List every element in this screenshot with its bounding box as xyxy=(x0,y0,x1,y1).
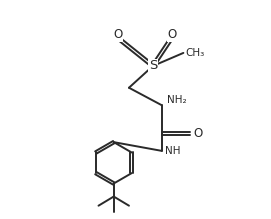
Text: O: O xyxy=(168,28,177,41)
Text: NH: NH xyxy=(165,146,180,156)
Text: S: S xyxy=(149,60,157,72)
Text: NH₂: NH₂ xyxy=(167,95,187,105)
Text: CH₃: CH₃ xyxy=(186,48,205,58)
Text: O: O xyxy=(114,28,123,41)
Text: O: O xyxy=(193,127,202,140)
